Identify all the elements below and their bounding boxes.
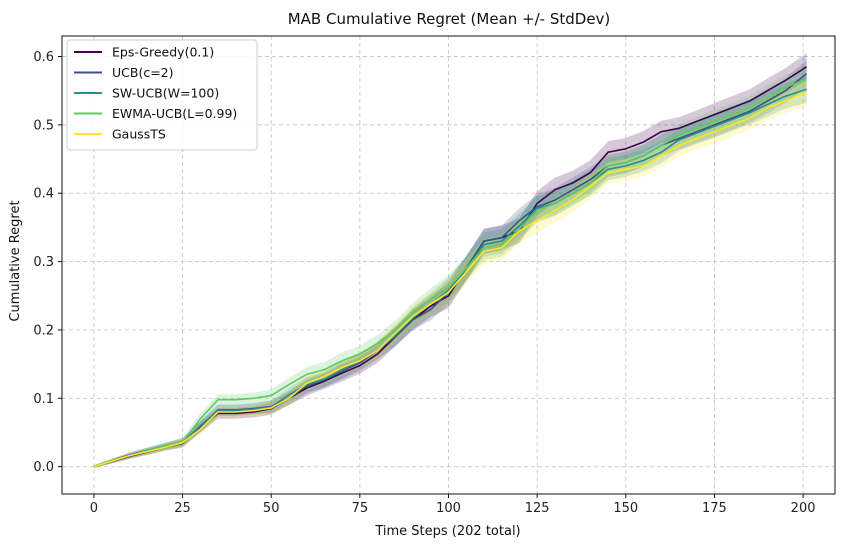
series-line-3 [93, 78, 807, 468]
legend-label: SW-UCB(W=100) [112, 86, 219, 101]
y-tick-label: 0.0 [33, 460, 54, 475]
series-lines [93, 66, 808, 468]
y-tick-label: 0.5 [33, 118, 54, 133]
x-tick-label: 50 [263, 501, 280, 516]
stddev-band-4 [93, 78, 807, 469]
x-tick-label: 200 [791, 501, 816, 516]
x-tick-label: 25 [174, 501, 191, 516]
x-tick-label: 75 [352, 501, 369, 516]
y-tick-label: 0.4 [33, 187, 54, 202]
x-axis-title: Time Steps (202 total) [374, 524, 520, 539]
y-tick-label: 0.2 [33, 323, 54, 338]
x-tick-label: 100 [436, 501, 461, 516]
x-tick-label: 150 [613, 501, 638, 516]
y-tick-label: 0.6 [33, 50, 54, 65]
y-tick-label: 0.1 [33, 392, 54, 407]
stddev-band-2 [93, 75, 807, 468]
y-axis-title: Cumulative Regret [8, 200, 23, 321]
legend-label: Eps-Greedy(0.1) [112, 45, 214, 60]
stddev-band-0 [93, 53, 807, 468]
legend: Eps-Greedy(0.1) UCB(c=2) SW-UCB(W=100) EWMA… [66, 39, 258, 151]
y-tick-label: 0.3 [33, 255, 54, 270]
x-tick-label: 125 [525, 501, 550, 516]
x-tick-label: 175 [702, 501, 727, 516]
chart-title: MAB Cumulative Regret (Mean +/- StdDev) [288, 10, 611, 28]
legend-label: UCB(c=2) [112, 65, 174, 80]
legend-label: EWMA-UCB(L=0.99) [112, 106, 237, 121]
x-tick-label: 0 [90, 501, 98, 516]
legend-label: GaussTS [112, 127, 166, 142]
series-line-4 [93, 91, 807, 468]
axis-ticks: 0 25 50 75 100 125 150 175 200 0.0 0.1 0.2 0.3 0.4 0.5… [33, 50, 815, 516]
legend-box [66, 39, 258, 151]
stddev-band-3 [93, 65, 807, 469]
